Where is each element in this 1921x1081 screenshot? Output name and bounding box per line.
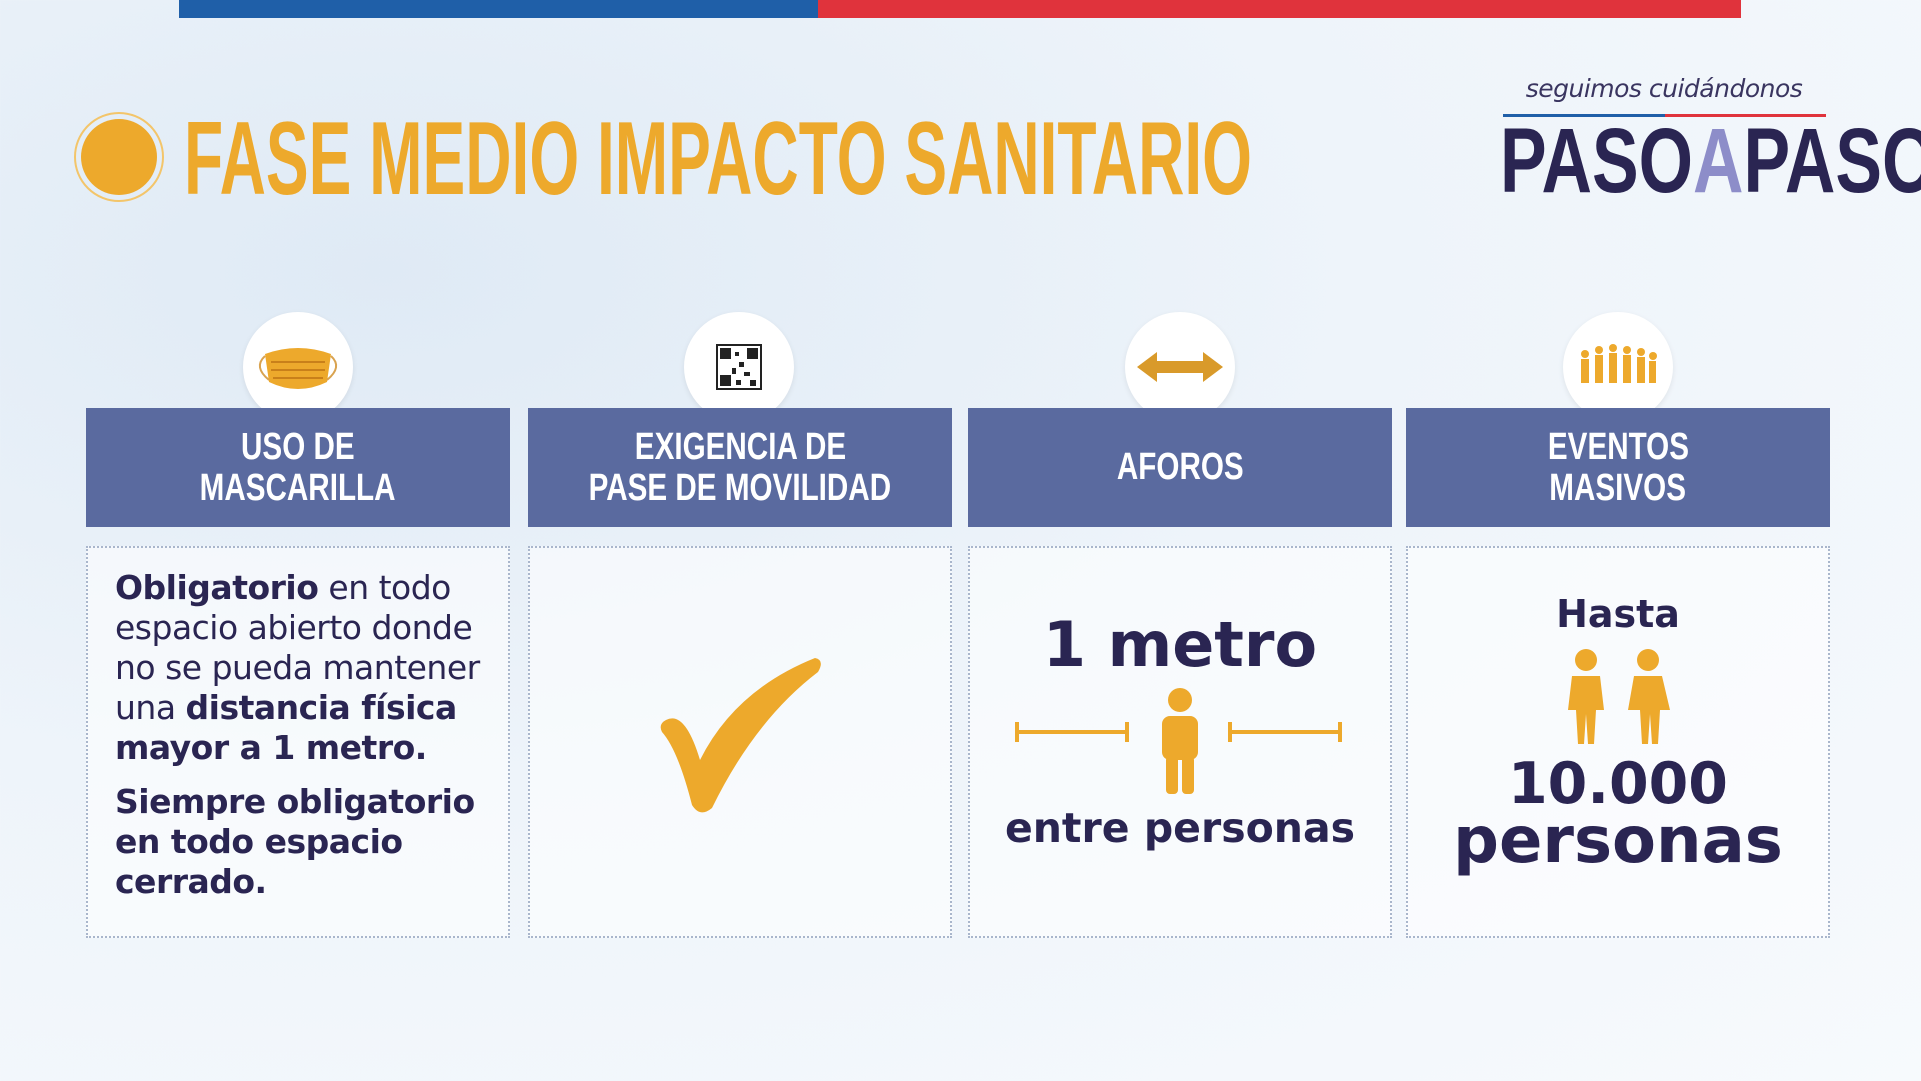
logo-word: A bbox=[1692, 110, 1744, 212]
card-heading: EVENTOS MASIVOS bbox=[1406, 408, 1830, 527]
card-heading: EXIGENCIA DE PASE DE MOVILIDAD bbox=[528, 408, 952, 527]
arrows-icon bbox=[1137, 352, 1223, 382]
event-prefix: Hasta bbox=[1556, 592, 1680, 636]
icon-circle bbox=[1125, 312, 1235, 422]
event-amount: 10.000 bbox=[1508, 751, 1728, 817]
heading-line: EXIGENCIA DE bbox=[634, 425, 846, 468]
heading-line: USO DE bbox=[241, 425, 355, 468]
card-body bbox=[86, 546, 510, 938]
card-heading: USO DE MASCARILLA bbox=[86, 408, 510, 527]
people-figure bbox=[1568, 649, 1670, 744]
icon-circle bbox=[243, 312, 353, 422]
rule-strong: Siempre obligatorio en todo espacio cerr… bbox=[115, 782, 475, 901]
rule-text: en todo espacio abierto donde no se pued… bbox=[115, 568, 480, 727]
heading-line: AFOROS bbox=[1116, 446, 1244, 488]
card-heading: AFOROS bbox=[968, 408, 1392, 527]
heading-line: MASCARILLA bbox=[200, 466, 396, 509]
phase-ring bbox=[74, 112, 164, 202]
logo-word: PASO bbox=[1743, 110, 1921, 212]
logo-line-blue bbox=[1503, 114, 1665, 117]
rule-paragraph: Obligatorio en todo espacio abierto dond… bbox=[115, 568, 495, 768]
qr-icon bbox=[716, 344, 762, 390]
icon-circle bbox=[1563, 312, 1673, 422]
checkmark bbox=[660, 658, 821, 813]
title-area: FASE MEDIO IMPACTO SANITARIO bbox=[74, 101, 1252, 217]
page-title: FASE MEDIO IMPACTO SANITARIO bbox=[184, 101, 1252, 217]
distance-value: 1 metro bbox=[1042, 608, 1318, 681]
rule-strong: Obligatorio bbox=[115, 568, 319, 607]
logo-tagline: seguimos cuidándonos bbox=[1525, 74, 1803, 103]
heading-line: EVENTOS bbox=[1547, 425, 1689, 468]
heading-line: PASE DE MOVILIDAD bbox=[588, 466, 892, 509]
distance-caption: entre personas bbox=[1004, 804, 1356, 852]
distance-figure bbox=[1015, 688, 1342, 794]
heading-line: MASIVOS bbox=[1549, 466, 1687, 509]
logo-line-red bbox=[1665, 114, 1826, 117]
mask-rules: Obligatorio en todo espacio abierto dond… bbox=[115, 568, 495, 916]
event-unit: personas bbox=[1453, 804, 1783, 878]
flag-blue bbox=[179, 0, 818, 18]
crowd-icon bbox=[1581, 344, 1657, 383]
flag-red bbox=[818, 0, 1741, 18]
icon-circle bbox=[684, 312, 794, 422]
rule-strong: distancia física mayor a 1 metro. bbox=[115, 688, 457, 767]
logo-brand: PASOAPASO bbox=[1500, 115, 1921, 207]
mask-icon bbox=[258, 348, 338, 389]
logo-word: PASO bbox=[1500, 110, 1693, 212]
rule-paragraph: Siempre obligatorio en todo espacio cerr… bbox=[115, 782, 495, 902]
phase-dot bbox=[81, 119, 157, 195]
card-body bbox=[1406, 546, 1830, 938]
